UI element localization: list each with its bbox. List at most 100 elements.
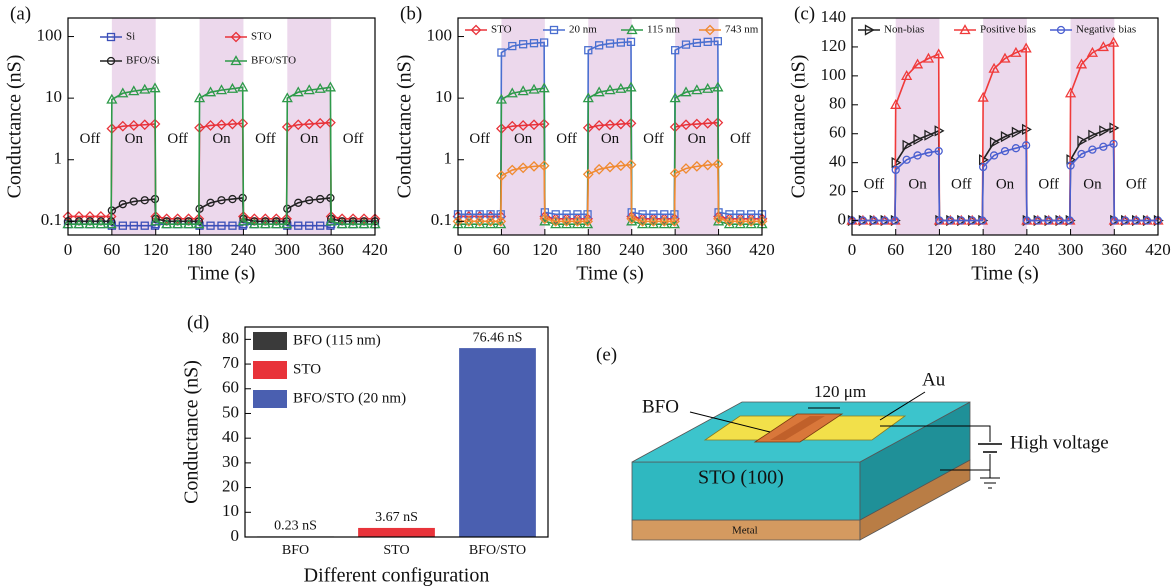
x-tick-label: 0 [64,240,73,259]
legend-swatch [253,390,287,408]
y-axis-label: Conductance (nS) [394,55,416,199]
x-tick-label: 420 [1145,240,1171,259]
value-label: 3.67 nS [375,510,418,525]
panel-label: (e) [596,344,617,365]
state-label: Off [469,131,490,147]
legend-label: BFO/STO (20 nm) [293,390,406,406]
legend-label: BFO (115 nm) [293,332,381,348]
x-axis-label: Time (s) [971,263,1039,285]
figure: (e) 120 μm Au BFO STO (100) Metal High v… [0,0,1175,587]
y-tick-label: 80 [222,328,239,347]
state-label: Off [167,131,188,147]
state-label: Off [343,131,364,147]
device-diagram: (e) 120 μm Au BFO STO (100) Metal High v… [596,344,1109,540]
y-tick-label: 10 [45,87,62,106]
y-axis-label: Conductance (nS) [181,360,203,504]
y-tick-label: 1 [54,149,63,168]
panel-label: (c) [794,3,815,24]
y-tick-label: 0 [231,526,240,545]
x-tick-label: 180 [187,240,213,259]
legend-label: Si [126,31,135,43]
x-tick-label: 60 [493,240,510,259]
x-tick-label: 120 [532,240,558,259]
x-tick-label: 240 [619,240,645,259]
y-tick-label: 20 [829,181,846,200]
x-tick-label: 360 [318,240,344,259]
panel-label: (d) [187,312,209,333]
x-tick-label: 240 [231,240,257,259]
value-label: 76.46 nS [473,330,523,345]
legend-label: Negative bias [1076,24,1136,36]
y-axis-label: Conductance (nS) [788,55,810,199]
on-band [675,18,718,235]
state-label: On [300,131,319,147]
legend-label: STO [293,361,321,377]
on-band [896,18,940,235]
y-tick-label: 100 [427,25,453,44]
state-label: On [688,131,707,147]
state-label: Off [864,177,885,193]
x-axis-label: Time (s) [188,263,256,285]
x-axis-label: Time (s) [576,263,644,285]
y-tick-label: 0 [838,209,847,228]
legend-label: 20 nm [569,24,597,36]
legend-swatch [253,332,287,350]
legend-label: 743 nm [725,24,759,36]
state-label: On [125,131,144,147]
x-tick-label: 0 [454,240,463,259]
electrode-label: Au [922,369,946,390]
legend-label: BFO/STO [251,55,296,67]
x-tick-label: 420 [749,240,775,259]
legend-label: STO [251,31,272,43]
y-tick-label: 120 [821,36,847,55]
state-label: Off [951,177,972,193]
state-label: On [601,131,620,147]
state-label: On [212,131,231,147]
state-label: Off [730,131,751,147]
x-tick-label: 300 [275,240,301,259]
y-tick-label: 100 [821,65,847,84]
substrate-label: STO (100) [698,467,784,489]
y-tick-label: 100 [37,25,63,44]
bar [459,348,536,537]
legend-label: Non-bias [884,24,924,36]
bar [358,528,435,537]
y-tick-label: 40 [829,152,846,171]
x-tick-label: 360 [1102,240,1128,259]
x-tick-label: 0 [848,240,857,259]
y-tick-label: 50 [222,402,239,421]
x-tick-label: 120 [143,240,169,259]
y-tick-label: 1 [444,149,453,168]
legend-swatch [253,361,287,379]
y-tick-label: 10 [435,87,452,106]
panel-label: (a) [10,3,31,24]
y-tick-label: 0.1 [41,210,62,229]
state-label: On [908,177,927,193]
base-label: Metal [732,525,758,537]
state-label: On [1083,177,1102,193]
y-tick-label: 0.1 [431,210,452,229]
source-label: High voltage [1010,432,1109,453]
x-tick-label: 240 [1014,240,1040,259]
film-label: BFO [642,396,679,417]
y-tick-label: 60 [829,123,846,142]
state-label: Off [80,131,101,147]
state-label: Off [1038,177,1059,193]
x-tick-label: STO [383,543,409,558]
y-tick-label: 30 [222,452,239,471]
legend-label: Positive bias [980,24,1036,36]
x-tick-label: 300 [1058,240,1084,259]
legend-label: 115 nm [647,24,680,36]
y-tick-label: 80 [829,94,846,113]
y-axis-label: Conductance (nS) [4,55,26,199]
x-tick-label: 300 [662,240,688,259]
y-tick-label: 60 [222,378,239,397]
state-label: On [514,131,533,147]
state-label: Off [643,131,664,147]
state-label: Off [255,131,276,147]
width-label: 120 μm [814,382,866,401]
y-tick-label: 20 [222,476,239,495]
y-tick-label: 70 [222,353,239,372]
panel-label: (b) [400,3,422,24]
x-tick-label: 420 [362,240,388,259]
